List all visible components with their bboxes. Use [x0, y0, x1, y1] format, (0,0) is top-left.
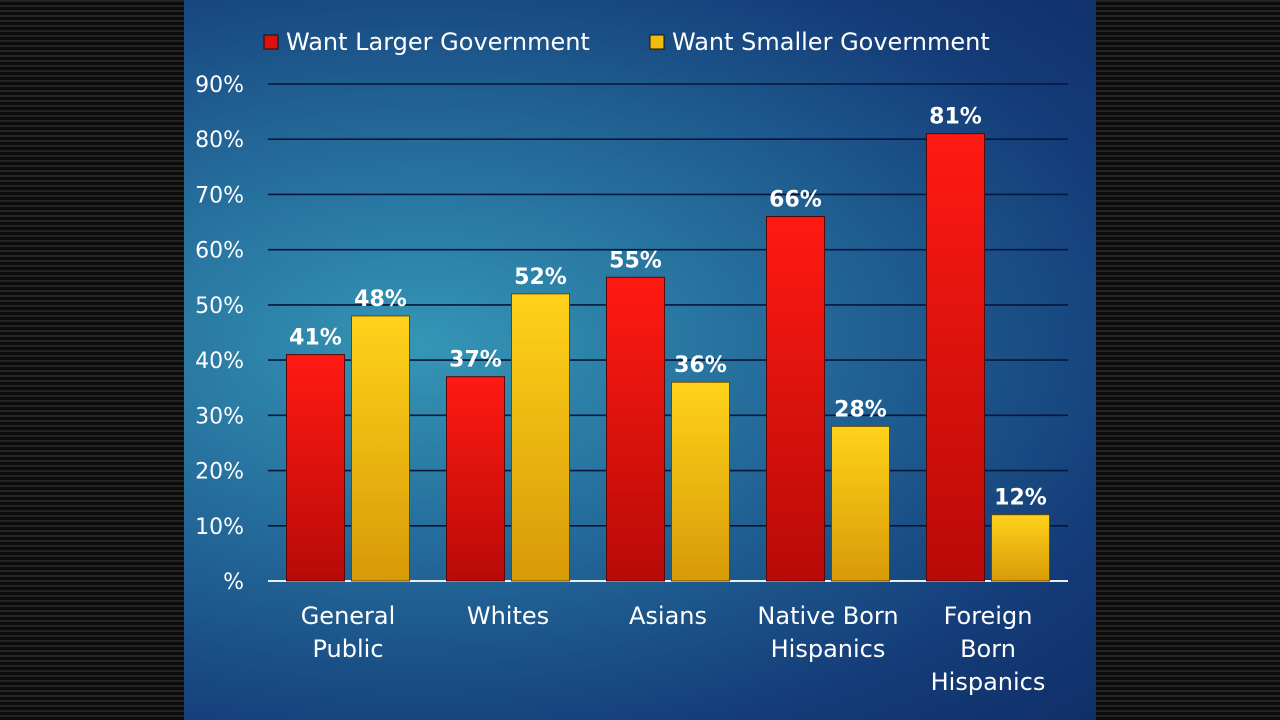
- x-axis-categories: General Public Whites Asians Native Born Hisp…: [301, 602, 1046, 696]
- y-tick-label: 80%: [195, 128, 244, 153]
- y-tick-label: 50%: [195, 294, 244, 319]
- bar-smaller-2: [671, 381, 730, 582]
- y-tick-label: 40%: [195, 349, 244, 374]
- y-tick-label: 30%: [195, 404, 244, 429]
- y-tick-label: 20%: [195, 460, 244, 485]
- legend-label-smaller: Want Smaller Government: [672, 28, 990, 56]
- category-label: Native Born: [757, 602, 898, 630]
- category-label: Hispanics: [771, 635, 886, 663]
- y-tick-label: 90%: [195, 73, 244, 98]
- category-label: Whites: [467, 602, 549, 630]
- bar-larger-4: [926, 133, 985, 582]
- bar-larger-3: [766, 216, 825, 582]
- y-tick-label: 60%: [195, 239, 244, 264]
- bar-smaller-4: [991, 514, 1050, 582]
- bar-larger-2: [606, 276, 665, 582]
- legend-swatch-smaller: [649, 34, 665, 50]
- bars: [286, 133, 1050, 582]
- bar-smaller-1: [511, 293, 570, 582]
- category-label: Born: [960, 635, 1016, 663]
- legend: Want Larger Government Want Smaller Gover…: [263, 28, 990, 56]
- y-tick-label: %: [223, 570, 244, 595]
- data-label: 28%: [834, 397, 887, 422]
- data-label: 41%: [289, 326, 342, 351]
- data-label: 55%: [609, 248, 662, 273]
- data-label: 81%: [929, 105, 982, 130]
- bar-larger-1: [446, 376, 505, 582]
- bar-larger-0: [286, 354, 345, 582]
- data-label: 36%: [674, 353, 727, 378]
- data-label: 52%: [514, 265, 567, 290]
- bar-smaller-0: [351, 315, 410, 582]
- y-axis-ticks: % 10% 20% 30% 40% 50% 60% 70% 80% 90%: [195, 73, 244, 595]
- bar-chart: % 10% 20% 30% 40% 50% 60% 70% 80% 90% 41% 48% 37% 52…: [195, 28, 1068, 696]
- y-tick-label: 10%: [195, 515, 244, 540]
- legend-label-larger: Want Larger Government: [286, 28, 590, 56]
- y-tick-label: 70%: [195, 183, 244, 208]
- legend-swatch-larger: [263, 34, 279, 50]
- data-label: 12%: [994, 486, 1047, 511]
- category-label: Public: [312, 635, 383, 663]
- data-label: 37%: [449, 348, 502, 373]
- bar-smaller-3: [831, 425, 890, 582]
- category-label: Hispanics: [931, 668, 1046, 696]
- category-label: Foreign: [944, 602, 1033, 630]
- data-labels: 41% 48% 37% 52% 55% 36% 66% 28% 81% 12%: [289, 105, 1047, 511]
- data-label: 66%: [769, 188, 822, 213]
- category-label: Asians: [629, 602, 707, 630]
- data-label: 48%: [354, 287, 407, 312]
- chart-slide: % 10% 20% 30% 40% 50% 60% 70% 80% 90% 41% 48% 37% 52…: [184, 0, 1096, 720]
- category-label: General: [301, 602, 396, 630]
